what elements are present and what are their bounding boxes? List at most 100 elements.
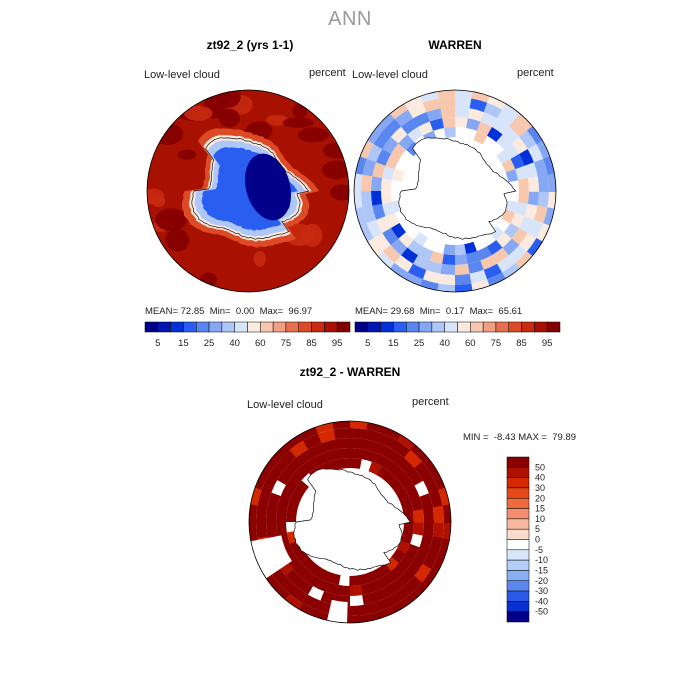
panel-2-field-cell <box>381 177 393 191</box>
panel-2-field-cell <box>454 244 467 255</box>
panel-2-field-cell <box>375 110 396 131</box>
panel-2-field-cell <box>407 263 427 280</box>
panel-2-field-cell <box>442 117 456 128</box>
panel-2-field-cell <box>455 90 475 99</box>
panel-3-field-cell <box>422 455 441 476</box>
panel-2-field-cell <box>400 247 418 264</box>
panel-3-variable-label: Low-level cloud <box>247 399 323 411</box>
panel-3-map <box>248 420 452 624</box>
panel-1-colorbar-tick-label: 95 <box>332 338 343 349</box>
panel-2-colorbar-box <box>444 321 458 333</box>
panel-3-field-cell <box>277 449 297 469</box>
panel-2-field-cell <box>508 244 528 264</box>
panel-3-field-cell <box>280 484 295 501</box>
panel-3-field-cell <box>428 489 443 509</box>
panel-2-field-cell <box>407 126 424 142</box>
panel-2-field-cell <box>515 165 529 181</box>
panel-3-colorbar-tick-label: 15 <box>535 504 545 514</box>
panel-1-field-plateau <box>244 153 292 221</box>
panel-1-field-patch <box>165 228 190 252</box>
panel-3-field-cell <box>406 559 423 577</box>
panel-2-field-cell <box>371 190 383 206</box>
panel-2-field-cell <box>413 111 431 127</box>
panel-2-field-cell <box>547 191 556 211</box>
panel-2-colorbar-box <box>508 321 522 333</box>
panel-2-field-cell <box>504 143 520 160</box>
panel-1-field-patch <box>184 105 213 121</box>
panel-2-field-cell <box>518 216 534 234</box>
panel-3-field-cell <box>349 585 363 596</box>
panel-2-field-cell <box>362 157 377 177</box>
panel-3-field-cell <box>261 474 278 494</box>
panel-3-colorbar-box <box>506 549 530 561</box>
panel-3-field-cell <box>377 594 397 611</box>
panel-3-field-cell <box>266 521 278 537</box>
panel-2-colorbar-box <box>495 321 509 333</box>
panel-2-field-cell <box>518 178 529 192</box>
panel-3-field-cell <box>349 604 367 616</box>
panel-2-field-cell <box>435 283 455 292</box>
panel-2-field-cell <box>381 227 399 245</box>
panel-2-field-cell <box>364 123 384 144</box>
panel-3-field-cell <box>363 600 383 615</box>
panel-2-field-cell <box>517 191 529 205</box>
panel-3-field-cell <box>390 563 407 580</box>
panel-2-field-cell <box>537 174 549 192</box>
panel-3-field-cell <box>391 480 406 496</box>
panel-3-field-cell <box>432 522 444 540</box>
panel-3-field-cell <box>405 485 420 501</box>
panel-3-field-cell <box>328 458 342 472</box>
panel-2-field-cell <box>518 233 537 253</box>
panel-1-field-patch <box>177 149 197 160</box>
panel-2-field-cell <box>364 237 383 258</box>
panel-2-field-cell <box>388 100 409 119</box>
panel-2-field-cell <box>501 209 516 224</box>
panel-2-field-cell <box>537 191 549 209</box>
panel-2-field-cell <box>496 255 516 273</box>
panel-3-field-cell <box>378 433 398 450</box>
panel-3-field-cell <box>331 421 352 430</box>
panel-2-field-cell <box>425 260 443 274</box>
panel-1-colorbar-box <box>298 321 312 333</box>
panel-2-colorbar-box <box>482 321 497 333</box>
panel-2-field-cell <box>480 112 498 128</box>
panel-3-colorbar-tick-label: -20 <box>535 576 548 586</box>
panel-1-colorbar-box <box>221 321 235 333</box>
panel-2-field-cell <box>502 126 520 145</box>
panel-2-field-cell <box>467 260 484 274</box>
panel-2-field-cell <box>439 263 455 275</box>
panel-3-field-cell <box>396 594 417 613</box>
panel-3-colorbar-tick-label: -40 <box>535 596 548 606</box>
panel-2-field-cell <box>511 137 529 155</box>
panel-2-field-cell <box>486 240 503 256</box>
panel-3-field-cell <box>432 505 444 523</box>
panel-2-field-cell <box>476 246 492 261</box>
panel-3-max: 79.89 <box>552 432 577 443</box>
panel-3-field-cell <box>392 440 412 459</box>
panel-2-field-cell <box>515 111 536 132</box>
panel-3-field-cell <box>293 464 310 481</box>
panel-2-units-label: percent <box>517 67 554 79</box>
panel-2-colorbar-box <box>431 321 445 333</box>
panel-2-field-cell <box>418 121 434 136</box>
panel-3-field-cell <box>335 438 351 450</box>
panel-3-field-cell <box>419 534 433 552</box>
panel-3-field-cell <box>403 449 423 469</box>
panel-3-field-cell <box>442 503 451 524</box>
panel-2-field-cell <box>547 172 556 193</box>
panel-3-field-cell <box>286 510 297 522</box>
panel-2-field-cell <box>524 203 538 221</box>
panel-1-field-patch <box>266 114 288 126</box>
panel-2-field-cell <box>381 201 395 217</box>
panel-2-field-cell <box>366 143 383 163</box>
panel-3-field-cell <box>266 506 278 522</box>
panel-3-colorbar-box <box>506 559 530 571</box>
panel-3-colorbar-box <box>506 467 530 478</box>
panel-3-colorbar-tick-label: 50 <box>535 462 545 472</box>
panel-3-field-cell <box>282 593 303 613</box>
panel-3-field-cell <box>312 577 329 592</box>
panel-2-field-cell <box>505 200 519 214</box>
panel-2-field-cell <box>417 246 434 261</box>
panel-3-field-cell <box>277 495 291 511</box>
panel-3-colorbar-box <box>506 508 530 520</box>
